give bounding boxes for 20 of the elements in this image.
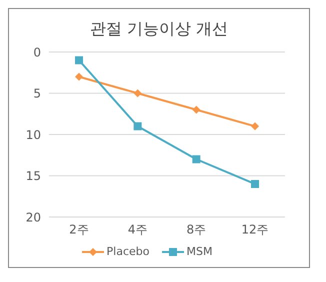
- x-tick-label: 4주: [128, 222, 148, 237]
- legend-label: MSM: [186, 245, 212, 258]
- y-tick-label: 20: [26, 210, 41, 224]
- point: [134, 122, 142, 130]
- y-tick-label: 15: [26, 169, 41, 184]
- chart-title: 관절 기능이상 개선: [88, 19, 230, 40]
- legend-label: Placebo: [106, 245, 150, 258]
- point: [75, 56, 83, 64]
- point: [192, 155, 200, 164]
- point: [75, 72, 83, 81]
- point: [251, 180, 259, 188]
- y-tick-label: 0: [33, 45, 41, 60]
- point: [251, 122, 259, 130]
- point: [192, 106, 200, 114]
- x-tick-label: 12주: [241, 222, 269, 237]
- x-tick-label: 8주: [186, 222, 206, 237]
- y-tick-label: 5: [33, 86, 41, 101]
- point: [134, 89, 142, 98]
- y-tick-label: 10: [26, 128, 41, 142]
- x-tick-label: 2주: [69, 222, 89, 237]
